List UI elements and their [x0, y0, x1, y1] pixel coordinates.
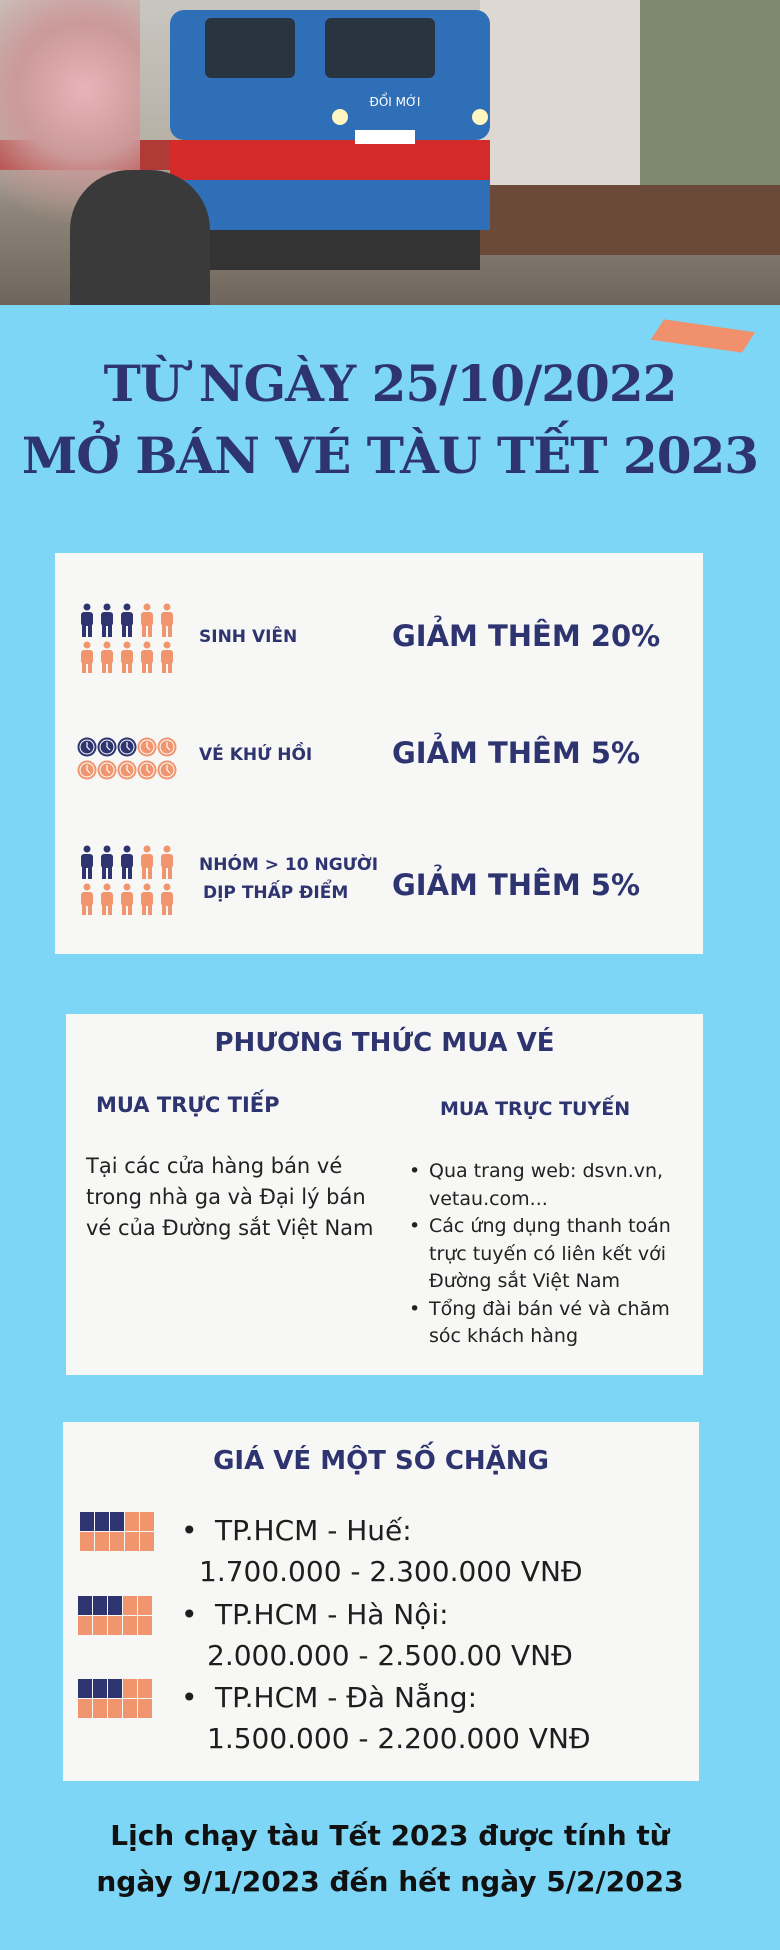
- route-price: 1.700.000 - 2.300.000 VNĐ: [199, 1555, 583, 1588]
- ticket-icon: [78, 1596, 152, 1640]
- list-item: Qua trang web: dsvn.vn, vetau.com...: [409, 1158, 694, 1213]
- online-heading: MUA TRỰC TUYẾN: [440, 1098, 631, 1120]
- online-list: Qua trang web: dsvn.vn, vetau.com... Các…: [409, 1158, 694, 1351]
- route-item: • TP.HCM - Đà Nẵng: 1.500.000 - 2.200.000…: [181, 1677, 591, 1759]
- ribbon-decoration: [650, 319, 756, 353]
- tree: [640, 0, 780, 220]
- people-icon: [77, 603, 177, 677]
- section-title: PHƯƠNG THỨC MUA VÉ: [214, 1028, 555, 1058]
- ticket-icon: [80, 1512, 154, 1556]
- discount-label: DỊP THẤP ĐIỂM: [203, 883, 349, 903]
- discount-value: GIẢM THÊM 5%: [392, 736, 641, 770]
- direct-text: Tại các cửa hàng bán vé trong nhà ga và …: [86, 1154, 374, 1240]
- locomotive: ĐỔI MỚI: [170, 10, 490, 270]
- purchase-methods-card: PHƯƠNG THỨC MUA VÉ MUA TRỰC TIẾP MUA TRỰ…: [66, 1014, 703, 1375]
- discount-value: GIẢM THÊM 5%: [392, 868, 641, 902]
- footer-line1: Lịch chạy tàu Tết 2023 được tính từ: [110, 1819, 670, 1852]
- route-name: TP.HCM - Huế:: [215, 1514, 412, 1547]
- building: [480, 0, 660, 200]
- route-item: • TP.HCM - Huế: 1.700.000 - 2.300.000 VNĐ: [181, 1510, 583, 1592]
- headline-line1: TỪ NGÀY 25/10/2022: [103, 354, 678, 413]
- route-price: 2.000.000 - 2.500.00 VNĐ: [207, 1639, 573, 1672]
- prices-card: GIÁ VÉ MỘT SỐ CHẶNG • TP.HCM - Huế: 1.700…: [63, 1422, 699, 1781]
- people: [70, 170, 210, 305]
- route-price: 1.500.000 - 2.200.000 VNĐ: [207, 1722, 591, 1755]
- route-name: TP.HCM - Hà Nội:: [215, 1598, 449, 1631]
- list-item: Các ứng dụng thanh toán trực tuyến có li…: [409, 1213, 694, 1296]
- svg-text:ĐỔI MỚI: ĐỔI MỚI: [370, 93, 421, 109]
- discount-label: VÉ KHỨ HỒI: [199, 745, 313, 765]
- discount-label: SINH VIÊN: [199, 627, 298, 647]
- discount-label: NHÓM > 10 NGƯỜI: [199, 855, 379, 875]
- section-title: GIÁ VÉ MỘT SỐ CHẶNG: [213, 1446, 549, 1476]
- header-train-photo: ĐỔI MỚI: [0, 0, 780, 305]
- headline-line2: MỞ BÁN VÉ TÀU TẾT 2023: [21, 426, 759, 485]
- people-icon: [77, 845, 177, 919]
- direct-heading: MUA TRỰC TIẾP: [96, 1093, 280, 1117]
- footer-line2: ngày 9/1/2023 đến hết ngày 5/2/2023: [96, 1865, 684, 1898]
- freight-wagon: [480, 185, 780, 255]
- ticket-icon: [78, 1679, 152, 1723]
- clock-icon: [77, 737, 177, 785]
- discount-card: SINH VIÊN GIẢM THÊM 20% VÉ KHỨ HỒI GIẢM …: [55, 553, 703, 954]
- discount-value: GIẢM THÊM 20%: [392, 619, 661, 653]
- list-item: Tổng đài bán vé và chăm sóc khách hàng: [409, 1296, 694, 1351]
- route-name: TP.HCM - Đà Nẵng:: [215, 1681, 478, 1714]
- route-item: • TP.HCM - Hà Nội: 2.000.000 - 2.500.00 V…: [181, 1594, 573, 1676]
